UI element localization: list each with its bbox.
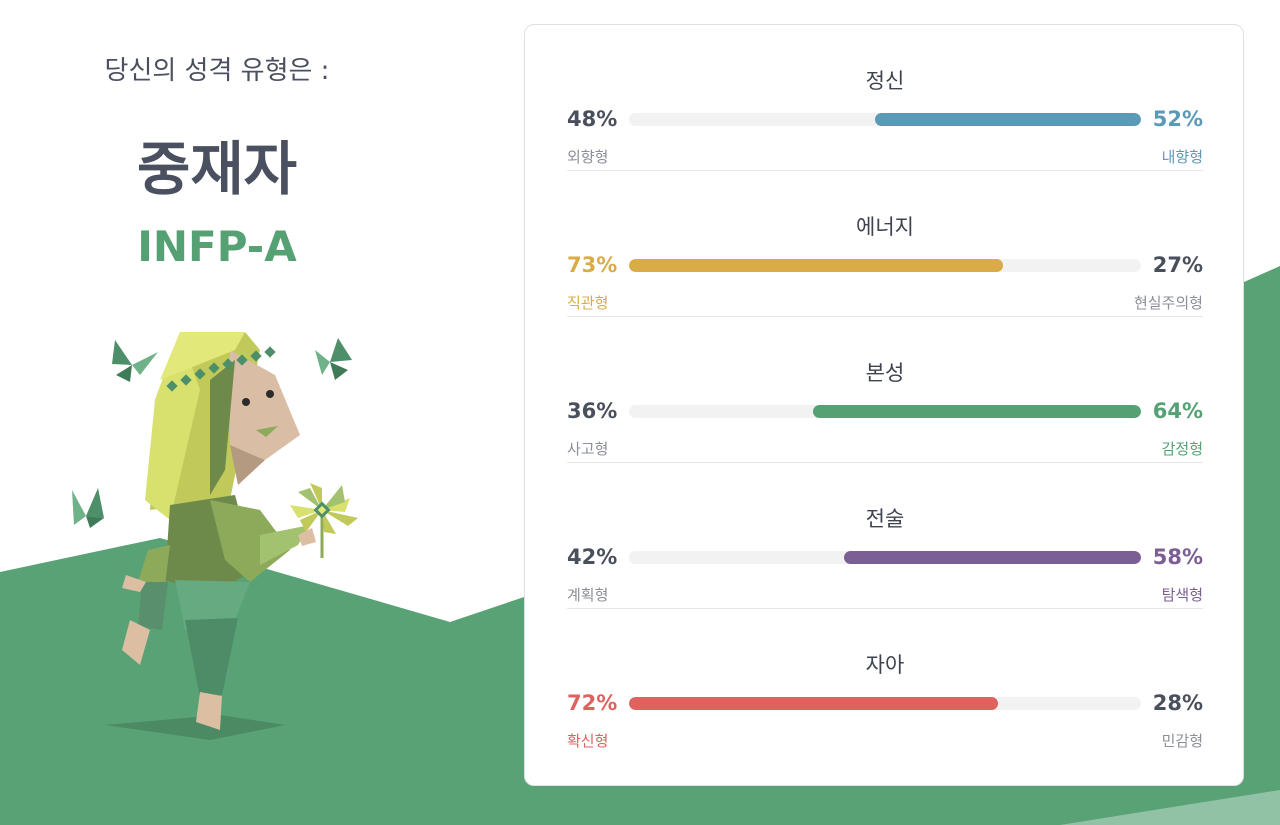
flower-icon — [290, 483, 358, 558]
result-summary: 당신의 성격 유형은 : 중재자 INFP-A — [0, 0, 440, 825]
divider — [567, 170, 1203, 171]
trait-right-label: 내향형 — [1161, 148, 1203, 166]
trait-bar-track — [629, 259, 1141, 272]
trait-left-percent: 72% — [567, 691, 618, 715]
trait-bar-track — [629, 697, 1141, 710]
trait-bar-fill — [629, 259, 1003, 272]
trait-right-label: 현실주의형 — [1133, 294, 1203, 312]
trait-title: 전술 — [865, 507, 905, 531]
trait-bar-fill — [629, 697, 998, 710]
butterfly-icon — [315, 338, 352, 380]
trait-right-percent: 64% — [1152, 399, 1203, 423]
trait-right-percent: 52% — [1152, 107, 1203, 131]
trait-title: 정신 — [865, 69, 905, 93]
personality-type-name: 중재자 — [136, 135, 298, 203]
personality-type-code: INFP-A — [137, 222, 297, 271]
trait-row-identity[interactable]: 자아 72% 28% 확신형 민감형 — [567, 609, 1203, 755]
divider — [567, 608, 1203, 609]
trait-left-label: 사고형 — [567, 440, 609, 458]
trait-title: 자아 — [865, 653, 905, 677]
trait-left-label: 확신형 — [567, 732, 609, 750]
trait-row-energy[interactable]: 에너지 73% 27% 직관형 현실주의형 — [567, 171, 1203, 317]
trait-left-percent: 48% — [567, 107, 618, 131]
trait-row-mind[interactable]: 정신 48% 52% 외향형 내향형 — [567, 25, 1203, 171]
trait-right-label: 탐색형 — [1161, 586, 1203, 604]
trait-card: 정신 48% 52% 외향형 내향형 에너지 73% 27% 직관형 현실주의형… — [524, 24, 1244, 786]
trait-left-percent: 73% — [567, 253, 618, 277]
trait-bar-track — [629, 405, 1141, 418]
trait-right-percent: 27% — [1152, 253, 1203, 277]
trait-left-label: 직관형 — [567, 294, 609, 312]
trait-bar-fill — [874, 113, 1141, 126]
trait-right-percent: 28% — [1152, 691, 1203, 715]
trait-left-label: 외향형 — [567, 148, 609, 166]
trait-left-percent: 36% — [567, 399, 618, 423]
trait-title: 본성 — [865, 361, 905, 385]
trait-bar-fill — [813, 405, 1141, 418]
divider — [567, 462, 1203, 463]
trait-right-percent: 58% — [1152, 545, 1203, 569]
mediator-character-icon — [72, 332, 358, 740]
trait-row-nature[interactable]: 본성 36% 64% 사고형 감정형 — [567, 317, 1203, 463]
butterfly-icon — [72, 488, 104, 528]
intro-text: 당신의 성격 유형은 : — [104, 56, 330, 86]
butterfly-icon — [112, 340, 158, 382]
divider — [567, 316, 1203, 317]
trait-title: 에너지 — [856, 215, 914, 239]
trait-bar-fill — [844, 551, 1141, 564]
trait-right-label: 민감형 — [1161, 732, 1203, 750]
trait-bar-track — [629, 113, 1141, 126]
trait-left-label: 계획형 — [567, 586, 609, 604]
trait-right-label: 감정형 — [1161, 440, 1203, 458]
trait-bar-track — [629, 551, 1141, 564]
trait-row-tactics[interactable]: 전술 42% 58% 계획형 탐색형 — [567, 463, 1203, 609]
trait-left-percent: 42% — [567, 545, 618, 569]
